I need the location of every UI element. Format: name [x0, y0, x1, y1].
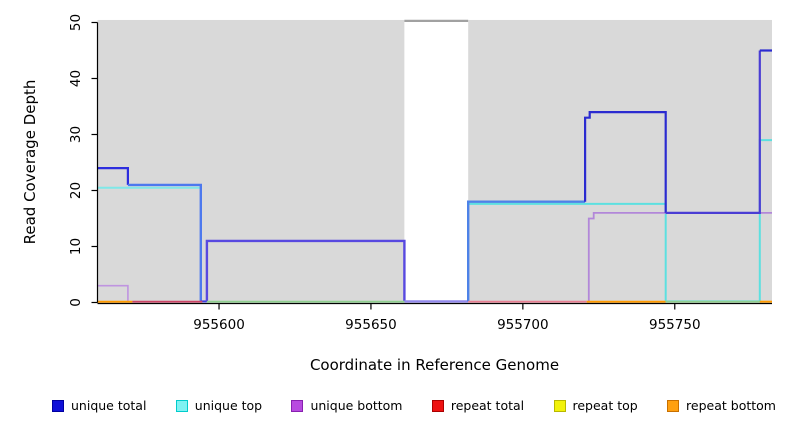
legend-label: repeat total [450, 398, 525, 413]
y-tick-label: 50 [68, 14, 84, 31]
unique-total-swatch-icon [52, 400, 64, 412]
x-tick-label: 955700 [497, 317, 549, 333]
legend-item-repeat-total: repeat total [431, 398, 525, 414]
unique-bottom-swatch-icon [291, 400, 304, 412]
x-tick-label: 955600 [193, 317, 245, 333]
series-segment-unique-bottom-16 [587, 211, 772, 302]
legend-item-repeat-top: repeat top [553, 398, 638, 414]
y-axis-title: Read Coverage Depth [21, 79, 39, 245]
legend-label: unique top [194, 398, 263, 413]
coverage-chart: 0 10 20 30 40 50 955600 955650 955700 955750 [68, 14, 772, 333]
repeat-top-swatch-icon [553, 400, 566, 412]
x-tick-label: 955750 [649, 317, 701, 333]
plot-background-left [97, 19, 405, 303]
legend-item-repeat-bottom: repeat bottom [667, 398, 776, 414]
repeat-total-swatch-icon [431, 400, 444, 412]
repeat-bottom-swatch-icon [667, 400, 680, 412]
series-segment-unique-total-11-box [205, 239, 406, 302]
legend-item-unique-top: unique top [175, 398, 263, 414]
legend: unique total unique top unique bottom re… [52, 398, 776, 414]
y-tick-label: 0 [68, 298, 84, 307]
legend-label: repeat top [572, 398, 638, 413]
y-tick-label: 20 [68, 182, 84, 199]
y-tick-label: 10 [68, 238, 84, 255]
plot-background-right [468, 19, 772, 303]
legend-label: unique total [71, 398, 147, 413]
series-segment-unique-total-18 [467, 200, 586, 302]
series-segment-unique-total-16 [665, 50, 761, 214]
series-segment-unique-bottom-3 [97, 284, 129, 302]
series-segment-unique-total-34 [583, 110, 667, 213]
y-tick-label: 40 [68, 70, 84, 87]
x-tick-label: 955650 [345, 317, 397, 333]
legend-label: repeat bottom [686, 398, 776, 413]
series-segment-unique-total-21 [127, 183, 203, 302]
y-tick-label: 30 [68, 126, 84, 143]
legend-label: unique bottom [310, 398, 403, 413]
legend-item-unique-total: unique total [52, 398, 146, 414]
x-axis-title: Coordinate in Reference Genome [309, 356, 560, 374]
legend-item-unique-bottom: unique bottom [291, 398, 403, 414]
series-segment-unique-total-24 [97, 167, 130, 185]
unique-top-swatch-icon [175, 400, 188, 412]
